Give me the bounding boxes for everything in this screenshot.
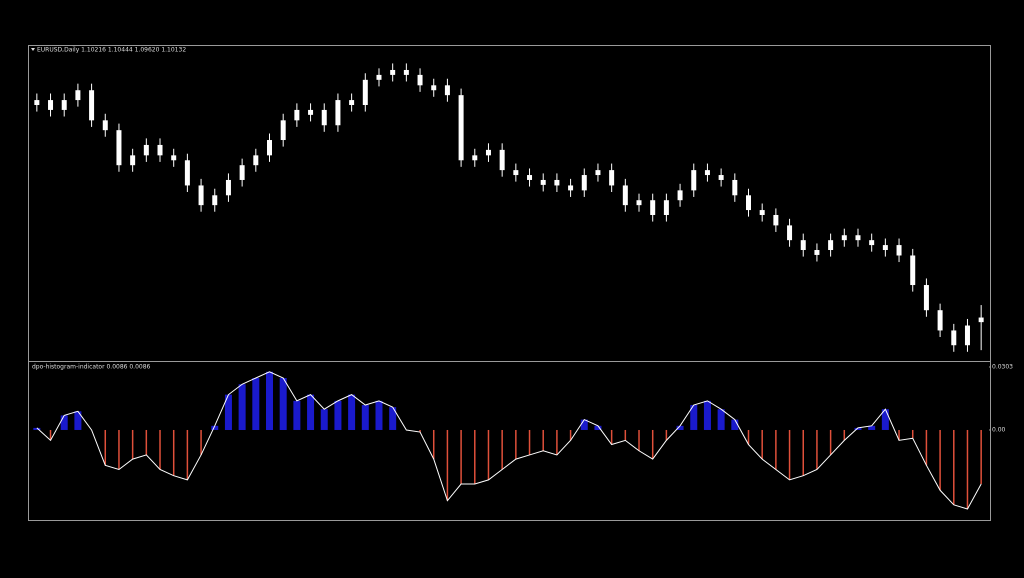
candle-body <box>239 165 245 180</box>
candle-body <box>923 285 929 311</box>
price-title: EURUSD,Daily 1.10216 1.10444 1.09620 1.1… <box>37 47 186 54</box>
candle-body <box>89 90 95 121</box>
candle-body <box>253 155 259 166</box>
candle-body <box>855 235 861 241</box>
candle-body <box>308 109 314 115</box>
candle-body <box>814 250 820 255</box>
candle-body <box>527 175 533 180</box>
chart-frame <box>28 45 991 521</box>
candle-body <box>431 85 437 91</box>
candle-body <box>978 317 984 323</box>
candle-body <box>622 185 628 206</box>
candle-body <box>116 130 122 166</box>
candle-body <box>376 74 382 80</box>
candle-body <box>554 179 560 186</box>
candle-body <box>143 144 149 156</box>
candle-body <box>828 240 834 251</box>
candle-body <box>444 85 450 96</box>
candle-body <box>513 170 519 176</box>
candle-body <box>171 155 177 161</box>
candle-body <box>704 170 710 176</box>
candle-body <box>335 100 341 126</box>
candle-body <box>677 190 683 201</box>
candle-body <box>910 255 916 286</box>
candle-body <box>499 149 505 171</box>
candle-body <box>349 100 355 106</box>
candle-body <box>759 210 765 215</box>
candle-body <box>732 179 738 196</box>
candle-body <box>800 240 806 251</box>
candle-body <box>568 185 574 191</box>
candle-body <box>472 155 478 161</box>
candle-body <box>746 195 751 211</box>
candle-body <box>75 90 81 101</box>
candle-body <box>691 170 697 191</box>
candle-body <box>225 179 231 196</box>
candle-body <box>663 200 669 215</box>
candle-body <box>485 149 491 156</box>
candle-body <box>609 170 615 186</box>
candle-body <box>937 310 943 331</box>
candle-body <box>390 69 396 75</box>
candle-body <box>198 185 204 206</box>
candle-body <box>184 160 190 186</box>
candle-body <box>321 109 327 126</box>
candle-body <box>362 79 368 106</box>
candle-body <box>964 325 970 346</box>
candle-body <box>896 245 902 256</box>
candle-body <box>869 240 875 246</box>
candle-body <box>882 245 888 251</box>
candle-body <box>34 100 40 106</box>
candle-body <box>102 120 108 131</box>
candle-body <box>540 179 546 185</box>
candle-body <box>130 155 136 166</box>
y-tick-label: 0.0303 <box>992 363 1013 370</box>
collapse-arrow[interactable] <box>31 48 35 51</box>
candle-body <box>773 214 779 226</box>
candle-body <box>718 175 724 180</box>
candle-body <box>294 109 300 121</box>
candle-body <box>267 140 272 156</box>
candle-body <box>595 170 601 176</box>
candle-body <box>951 330 957 346</box>
histogram-outline <box>36 371 982 510</box>
candle-body <box>650 200 656 215</box>
candle-body <box>417 74 423 86</box>
y-tick-label: 0.00 <box>992 426 1006 433</box>
candle-body <box>403 69 409 75</box>
indicator-title: dpo-histogram-indicator 0.0086 0.0086 <box>32 364 151 371</box>
candle-body <box>157 144 163 156</box>
candle-body <box>787 225 793 241</box>
candle-body <box>458 95 464 161</box>
candle-body <box>48 100 54 110</box>
candle-body <box>61 100 67 110</box>
candle-body <box>212 195 218 206</box>
candle-body <box>581 175 587 191</box>
candle-body <box>280 120 286 141</box>
candle-body <box>636 200 642 206</box>
candle-body <box>841 235 847 241</box>
